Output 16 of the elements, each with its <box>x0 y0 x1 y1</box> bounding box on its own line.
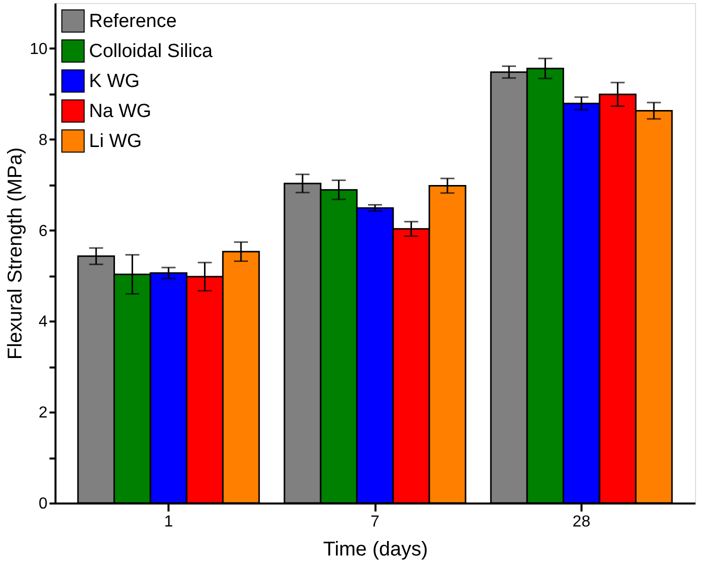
y-tick-label: 0 <box>38 496 48 512</box>
y-tick-label: 2 <box>38 404 48 422</box>
x-tick-label: 7 <box>370 514 380 530</box>
y-tick-label: 10 <box>30 40 48 58</box>
y-tick-label: 4 <box>38 314 48 331</box>
legend-label: Na WG <box>89 101 152 122</box>
legend-label: K WG <box>89 71 140 92</box>
legend-label: Reference <box>89 11 177 32</box>
legend-label: Colloidal Silica <box>89 41 213 62</box>
y-tick-label: 8 <box>38 132 48 149</box>
x-tick-label: 1 <box>164 514 174 530</box>
y-axis-title: Flexural Strength (MPa) <box>4 147 27 360</box>
x-axis-title: Time (days) <box>323 538 428 560</box>
y-tick-label: 6 <box>38 222 48 240</box>
x-tick-label: 28 <box>572 514 590 530</box>
legend-label: Li WG <box>89 131 142 152</box>
